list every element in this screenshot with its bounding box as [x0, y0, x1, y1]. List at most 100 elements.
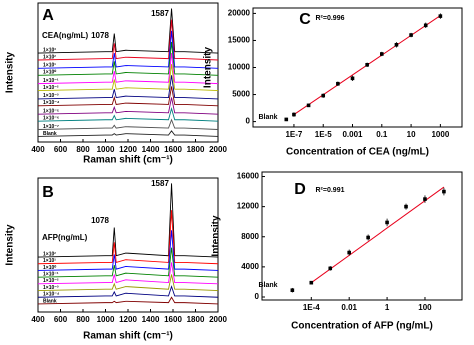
panel-label: D	[294, 181, 306, 198]
legend-entry: 1×10⁻⁵	[43, 109, 60, 115]
spectrum	[37, 30, 219, 69]
spectrum	[37, 86, 219, 107]
spectrum	[37, 41, 219, 76]
legend-entry: 1×10²	[43, 54, 56, 60]
point	[350, 76, 355, 81]
point	[309, 280, 314, 285]
x-tick-label: 1400	[142, 315, 160, 324]
legend-title: AFP(ng/mL)	[42, 233, 88, 242]
annotation: 1587	[151, 179, 169, 188]
point	[292, 112, 296, 117]
y-axis-label: Intensity	[211, 215, 222, 257]
point	[442, 189, 446, 194]
y-tick-label: 10000	[228, 63, 251, 72]
x-tick-label: 1600	[164, 315, 182, 324]
legend-entry: 1×10²	[43, 251, 56, 257]
x-axis-label: Concentration of AFP (ng/mL)	[291, 321, 433, 332]
plot-frame	[261, 171, 463, 301]
legend-entry: 1×10⁻⁴	[43, 100, 60, 106]
annotation: R²=0.991	[316, 187, 345, 194]
spectrum	[37, 19, 219, 61]
plot-frame	[37, 177, 219, 313]
spectrum	[37, 130, 219, 137]
legend-entry: 1×10⁻²	[43, 278, 59, 284]
y-axis-label: Intensity	[203, 47, 214, 89]
y-tick-label: 0	[255, 292, 260, 301]
y-tick-label: 16000	[237, 172, 260, 181]
spectrum	[37, 210, 219, 265]
annotation: R²=0.996	[316, 15, 345, 22]
point	[385, 220, 389, 225]
legend-entry: 1×10⁻⁷	[43, 124, 59, 130]
x-tick-label: 400	[31, 315, 45, 324]
spectrum	[37, 230, 219, 271]
legend-entry: 1×10⁰	[43, 265, 56, 271]
point	[423, 197, 427, 201]
legend-entry: 1×10⁻¹	[43, 78, 59, 84]
x-tick-label: 800	[76, 145, 90, 154]
y-tick-label: 5000	[232, 90, 250, 99]
annotation: 1587	[151, 9, 169, 18]
panel-label: B	[42, 184, 54, 201]
legend-entry: 1×10⁻⁶	[43, 115, 59, 121]
annotation: Blank	[258, 282, 277, 289]
x-tick-label: 1800	[187, 145, 205, 154]
point	[404, 204, 408, 209]
spectrum	[37, 106, 219, 122]
point	[290, 288, 295, 293]
x-tick-label: 100	[418, 303, 432, 312]
point	[284, 117, 289, 122]
legend-entry: 1×10⁻³	[43, 285, 59, 291]
point	[423, 23, 428, 28]
point	[438, 14, 443, 18]
legend-entry: 1×10⁻⁴	[43, 292, 60, 298]
x-axis-label: Concentration of CEA (ng/mL)	[286, 147, 429, 158]
x-tick-label: 0.01	[341, 303, 357, 312]
y-axis-label: Intensity	[5, 52, 16, 94]
y-tick-label: 15000	[228, 36, 251, 45]
spectrum	[37, 75, 219, 100]
x-tick-label: 600	[54, 145, 68, 154]
x-tick-label: 1E-5	[315, 130, 332, 139]
annotation: 1078	[91, 31, 109, 40]
spectrum	[37, 285, 219, 298]
x-tick-label: 1600	[164, 145, 182, 154]
x-tick-label: 1200	[119, 145, 137, 154]
legend-entry: 1×10³	[43, 47, 56, 53]
x-tick-label: 1800	[187, 315, 205, 324]
x-tick-label: 1200	[119, 315, 137, 324]
x-tick-label: 1000	[431, 130, 449, 139]
annotation: Blank	[258, 114, 277, 121]
plot-frame	[252, 7, 463, 128]
legend-entry: 1×10⁻³	[43, 93, 59, 99]
panel-label: A	[42, 7, 54, 24]
spectrum	[37, 8, 219, 54]
x-tick-label: 10	[407, 130, 416, 139]
point	[366, 235, 370, 240]
fit-line	[311, 186, 445, 284]
point	[409, 33, 413, 37]
legend-entry: 1×10⁰	[43, 70, 56, 76]
x-tick-label: 1000	[97, 315, 115, 324]
x-axis-label: Raman shift (cm⁻¹)	[83, 331, 173, 342]
spectrum	[37, 97, 219, 115]
spectrum	[37, 247, 219, 278]
x-tick-label: 600	[54, 315, 68, 324]
point	[336, 81, 340, 86]
point	[347, 250, 351, 255]
y-tick-label: 4000	[241, 262, 259, 271]
x-tick-label: 0.001	[342, 130, 363, 139]
legend-entry: 1×10¹	[43, 63, 56, 69]
spectrum	[37, 296, 219, 305]
spectrum	[37, 274, 219, 292]
x-tick-label: 1E-4	[303, 303, 320, 312]
legend-entry: Blank	[43, 131, 57, 137]
x-tick-label: 0.1	[376, 130, 388, 139]
panel-label: C	[299, 11, 311, 28]
spectrum	[37, 183, 219, 258]
x-tick-label: 1E-7	[285, 130, 302, 139]
annotation: 1078	[91, 216, 109, 225]
x-tick-label: 400	[31, 145, 45, 154]
x-axis-label: Raman shift (cm⁻¹)	[83, 155, 173, 166]
